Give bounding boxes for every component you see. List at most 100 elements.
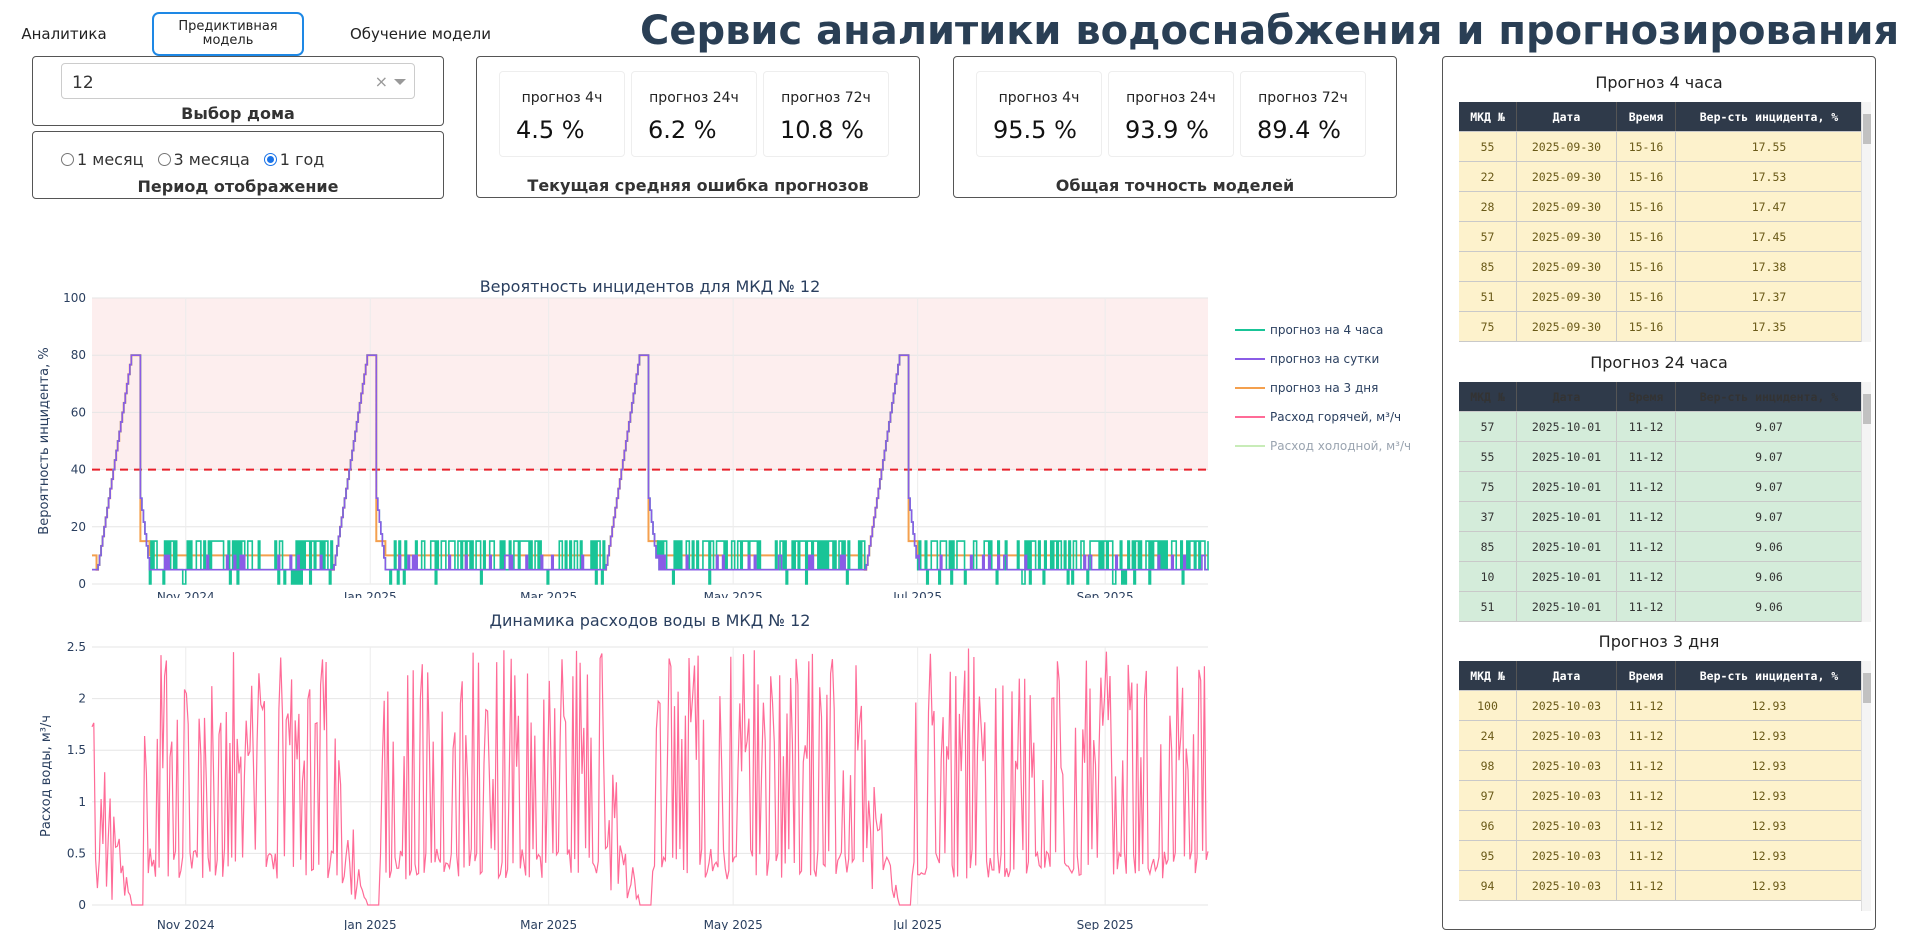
table-cell: 15-16 bbox=[1617, 312, 1676, 341]
table-cell: 10 bbox=[1459, 562, 1517, 591]
column-header[interactable]: МКД № bbox=[1459, 102, 1517, 131]
x-tick-label: May 2025 bbox=[704, 918, 763, 930]
table-cell: 51 bbox=[1459, 592, 1517, 621]
table-cell: 15-16 bbox=[1617, 132, 1676, 161]
table-cell: 12.93 bbox=[1676, 691, 1863, 720]
table-cell: 9.06 bbox=[1676, 592, 1863, 621]
radio-icon[interactable] bbox=[157, 153, 171, 166]
table-72h-scrollbar[interactable] bbox=[1861, 661, 1871, 911]
house-dropdown[interactable]: 12 × bbox=[61, 63, 415, 99]
table-row[interactable]: 37 2025-10-01 11-12 9.07 bbox=[1459, 502, 1863, 532]
table-cell: 11-12 bbox=[1617, 691, 1676, 720]
table-row[interactable]: 51 2025-09-30 15-16 17.37 bbox=[1459, 282, 1863, 312]
tab-analytics[interactable]: Аналитика bbox=[21, 24, 107, 43]
model-accuracy-panel: прогноз 4ч 95.5 % прогноз 24ч 93.9 % прогн… bbox=[953, 56, 1397, 198]
table-row[interactable]: 75 2025-10-01 11-12 9.07 bbox=[1459, 472, 1863, 502]
table-header-row: МКД № Дата Время Вер-сть инцидента, % bbox=[1459, 661, 1863, 691]
table-cell: 2025-10-01 bbox=[1517, 502, 1617, 531]
table-cell: 17.45 bbox=[1676, 222, 1863, 251]
table-header-row: МКД № Дата Время Вер-сть инцидента, % bbox=[1459, 102, 1863, 132]
table-cell: 11-12 bbox=[1617, 532, 1676, 561]
table-cell: 28 bbox=[1459, 192, 1517, 221]
table-row[interactable]: 57 2025-10-01 11-12 9.07 bbox=[1459, 412, 1863, 442]
table-cell: 2025-10-03 bbox=[1517, 721, 1617, 750]
house-select-label: Выбор дома bbox=[181, 104, 295, 123]
table-row[interactable]: 57 2025-09-30 15-16 17.45 bbox=[1459, 222, 1863, 252]
column-header[interactable]: МКД № bbox=[1459, 661, 1517, 690]
table-row[interactable]: 100 2025-10-03 11-12 12.93 bbox=[1459, 691, 1863, 721]
table-row[interactable]: 98 2025-10-03 11-12 12.93 bbox=[1459, 751, 1863, 781]
column-header[interactable]: Дата bbox=[1517, 382, 1617, 411]
table-4h-title: Прогноз 4 часа bbox=[1595, 73, 1723, 92]
table-cell: 22 bbox=[1459, 162, 1517, 191]
table-row[interactable]: 85 2025-09-30 15-16 17.38 bbox=[1459, 252, 1863, 282]
table-cell: 2025-09-30 bbox=[1517, 192, 1617, 221]
table-row[interactable]: 75 2025-09-30 15-16 17.35 bbox=[1459, 312, 1863, 342]
table-cell: 17.38 bbox=[1676, 252, 1863, 281]
table-row[interactable]: 22 2025-09-30 15-16 17.53 bbox=[1459, 162, 1863, 192]
column-header[interactable]: Дата bbox=[1517, 661, 1617, 690]
table-cell: 2025-10-01 bbox=[1517, 472, 1617, 501]
table-cell: 96 bbox=[1459, 811, 1517, 840]
table-row[interactable]: 24 2025-10-03 11-12 12.93 bbox=[1459, 721, 1863, 751]
house-select-panel: 12 × Выбор дома bbox=[32, 56, 444, 126]
tab-bar: Аналитика Предиктивная модель Обучение м… bbox=[14, 12, 494, 56]
period-option-3m[interactable]: 3 месяца bbox=[157, 150, 250, 169]
tab-predictive-model[interactable]: Предиктивная модель bbox=[152, 12, 304, 56]
x-tick-label: Jul 2025 bbox=[892, 590, 942, 598]
accuracy-metric-24h: прогноз 24ч 93.9 % bbox=[1108, 71, 1234, 157]
table-row[interactable]: 97 2025-10-03 11-12 12.93 bbox=[1459, 781, 1863, 811]
clear-icon[interactable]: × bbox=[374, 72, 388, 91]
legend-entry: Расход холодной, м³/ч bbox=[1270, 439, 1411, 453]
table-cell: 11-12 bbox=[1617, 562, 1676, 591]
table-cell: 12.93 bbox=[1676, 811, 1863, 840]
column-header[interactable]: Вер-сть инцидента, % bbox=[1676, 102, 1863, 131]
table-row[interactable]: 96 2025-10-03 11-12 12.93 bbox=[1459, 811, 1863, 841]
legend-entry: прогноз на сутки bbox=[1270, 352, 1379, 366]
table-row[interactable]: 28 2025-09-30 15-16 17.47 bbox=[1459, 192, 1863, 222]
x-tick-label: Sep 2025 bbox=[1077, 590, 1134, 598]
radio-checked-icon[interactable] bbox=[263, 153, 277, 166]
table-row[interactable]: 85 2025-10-01 11-12 9.06 bbox=[1459, 532, 1863, 562]
table-cell: 9.07 bbox=[1676, 472, 1863, 501]
table-cell: 95 bbox=[1459, 841, 1517, 870]
table-row[interactable]: 55 2025-10-01 11-12 9.07 bbox=[1459, 442, 1863, 472]
chart-title: Динамика расходов воды в МКД № 12 bbox=[490, 611, 811, 630]
table-cell: 2025-09-30 bbox=[1517, 162, 1617, 191]
table-cell: 75 bbox=[1459, 472, 1517, 501]
column-header[interactable]: МКД № bbox=[1459, 382, 1517, 411]
table-cell: 2025-09-30 bbox=[1517, 252, 1617, 281]
period-option-1m[interactable]: 1 месяц bbox=[61, 150, 144, 169]
radio-icon[interactable] bbox=[61, 153, 74, 166]
series-line-hot bbox=[91, 648, 1209, 906]
column-header[interactable]: Время bbox=[1617, 382, 1676, 411]
chevron-down-icon[interactable] bbox=[394, 79, 406, 85]
x-tick-label: Nov 2024 bbox=[157, 590, 215, 598]
table-24h-scrollbar[interactable] bbox=[1861, 382, 1871, 622]
column-header[interactable]: Вер-сть инцидента, % bbox=[1676, 661, 1863, 690]
x-tick-label: Jan 2025 bbox=[343, 918, 397, 930]
table-row[interactable]: 55 2025-09-30 15-16 17.55 bbox=[1459, 132, 1863, 162]
table-row[interactable]: 51 2025-10-01 11-12 9.06 bbox=[1459, 592, 1863, 622]
table-72h-title: Прогноз 3 дня bbox=[1598, 632, 1720, 651]
period-option-1y[interactable]: 1 год bbox=[263, 150, 324, 169]
table-cell: 2025-10-01 bbox=[1517, 532, 1617, 561]
period-panel: 1 месяц 3 месяца 1 год Период отображени… bbox=[32, 131, 444, 199]
column-header[interactable]: Дата bbox=[1517, 102, 1617, 131]
legend-entry: прогноз на 3 дня bbox=[1270, 381, 1378, 395]
column-header[interactable]: Время bbox=[1617, 661, 1676, 690]
table-row[interactable]: 94 2025-10-03 11-12 12.93 bbox=[1459, 871, 1863, 901]
table-cell: 37 bbox=[1459, 502, 1517, 531]
tab-model-training[interactable]: Обучение модели bbox=[350, 24, 492, 43]
table-row[interactable]: 10 2025-10-01 11-12 9.06 bbox=[1459, 562, 1863, 592]
column-header[interactable]: Время bbox=[1617, 102, 1676, 131]
forecast-error-label: Текущая средняя ошибка прогнозов bbox=[527, 176, 869, 195]
table-cell: 2025-10-03 bbox=[1517, 871, 1617, 900]
y-tick-label: 0 bbox=[78, 577, 86, 591]
column-header[interactable]: Вер-сть инцидента, % bbox=[1676, 382, 1863, 411]
table-cell: 12.93 bbox=[1676, 721, 1863, 750]
table-row[interactable]: 95 2025-10-03 11-12 12.93 bbox=[1459, 841, 1863, 871]
table-4h-scrollbar[interactable] bbox=[1861, 102, 1871, 342]
table-4h: МКД № Дата Время Вер-сть инцидента, % 55 2025… bbox=[1459, 102, 1863, 342]
y-tick-label: 80 bbox=[71, 348, 86, 362]
